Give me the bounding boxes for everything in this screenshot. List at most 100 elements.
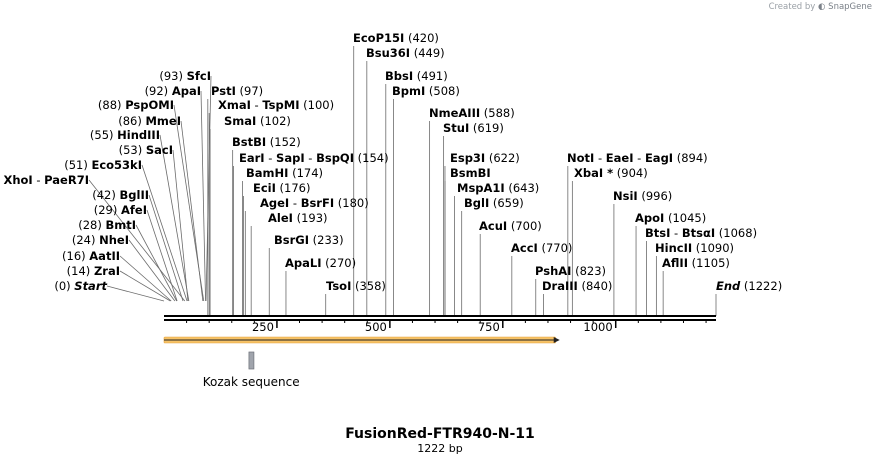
leader-line (205, 75, 212, 302)
enzyme-name: PspOMI (125, 98, 174, 112)
enzyme-name: SfcI (187, 69, 211, 83)
site-position: (508) (425, 84, 460, 98)
site-label: PstI (97) (211, 84, 263, 98)
site-position: (840) (578, 279, 613, 293)
feature-label: Kozak sequence (203, 375, 300, 389)
site-position: (700) (507, 219, 542, 233)
enzyme-name: BglII (120, 188, 150, 202)
site-position: (270) (322, 256, 357, 270)
site-label: End (1222) (716, 279, 782, 293)
site-position: (622) (485, 151, 520, 165)
site-label: NotI - EaeI - EagI (894) (567, 151, 708, 165)
site-label: NmeAIII (588) (429, 106, 515, 120)
site-label: PshAI (823) (535, 264, 606, 278)
leader-line (119, 270, 171, 302)
site-position: (0) (54, 279, 74, 293)
site-label: (28) BmtI (78, 218, 136, 232)
site-position: (55) (90, 128, 117, 142)
tick-label: 750 (478, 320, 500, 334)
enzyme-name: NotI (567, 151, 594, 165)
site-position: (29) (94, 203, 121, 217)
site-position: (93) (159, 69, 186, 83)
enzyme-name: End (716, 279, 741, 293)
enzyme-name: TspMI (262, 98, 299, 112)
leader-line (141, 164, 188, 302)
site-label: BsmBI (450, 166, 491, 180)
site-position: (420) (404, 31, 439, 45)
enzyme-name: BamHI (246, 166, 288, 180)
site-label: SmaI (102) (224, 114, 291, 128)
site-position: (97) (236, 84, 263, 98)
enzyme-name: Bsu36I (366, 46, 410, 60)
enzyme-name: AgeI (260, 196, 289, 210)
enzyme-name: TsoI (326, 279, 351, 293)
site-position: (904) (613, 166, 648, 180)
site-position: (174) (288, 166, 323, 180)
site-label: Bsu36I (449) (366, 46, 445, 60)
enzyme-name: EaeI (606, 151, 634, 165)
site-label: (16) AatII (62, 249, 120, 263)
site-label: EciI (176) (253, 181, 311, 195)
enzyme-name: ApaI (172, 84, 201, 98)
enzyme-name: DraIII (542, 279, 578, 293)
site-label: Esp3I (622) (450, 151, 520, 165)
separator: - (670, 226, 681, 240)
kozak-feature-box[interactable] (248, 351, 255, 370)
enzyme-name: XmaI (218, 98, 251, 112)
enzyme-name: BtsI (645, 226, 670, 240)
separator: - (633, 151, 644, 165)
enzyme-name: BbsI (385, 69, 413, 83)
enzyme-name: BsmBI (450, 166, 491, 180)
enzyme-name: MspA1I (457, 181, 505, 195)
site-label: AgeI - BsrFI (180) (260, 196, 369, 210)
credit-prefix: Created by (768, 2, 816, 12)
enzyme-name: BtsαI (682, 226, 715, 240)
site-position: (233) (309, 233, 344, 247)
site-label: EarI - SapI - BspQI (154) (239, 151, 389, 165)
site-position: (28) (78, 218, 105, 232)
enzyme-name: EarI (239, 151, 265, 165)
enzyme-name: BglI (464, 196, 489, 210)
tick-label: 1000 (583, 320, 612, 334)
site-position: (24) (72, 233, 99, 247)
site-position: (92) (145, 84, 172, 98)
leader-line (119, 255, 172, 302)
site-label: XbaI * (904) (574, 166, 648, 180)
enzyme-name: MmeI (145, 114, 181, 128)
site-label: (42) BglII (92, 188, 149, 202)
site-position: (102) (256, 114, 291, 128)
site-label: (0) Start (54, 279, 107, 293)
site-position: (588) (480, 106, 515, 120)
site-label: BtsI - BtsαI (1068) (645, 226, 757, 240)
site-label: (14) ZraI (67, 264, 120, 278)
separator: - (305, 151, 316, 165)
leader-line (146, 209, 178, 302)
enzyme-name: NsiI (613, 189, 638, 203)
site-leader-lines (88, 46, 717, 316)
feature-track: Kozak sequence (163, 336, 560, 389)
site-label: (53) SacI (119, 143, 173, 157)
enzyme-name: NmeAIII (429, 106, 480, 120)
leader-line (88, 179, 186, 302)
enzyme-name: Eco53kI (91, 158, 142, 172)
leader-line (159, 134, 190, 302)
site-position: (659) (489, 196, 524, 210)
enzyme-name: Start (74, 279, 107, 293)
site-position: (193) (293, 211, 328, 225)
site-position: (1068) (715, 226, 757, 240)
site-label: AccI (770) (511, 241, 572, 255)
site-label: EcoP15I (420) (353, 31, 439, 45)
tick-label: 250 (252, 320, 274, 334)
separator: - (33, 173, 44, 187)
enzyme-name: PstI (211, 84, 236, 98)
enzyme-name: BsrGI (274, 233, 309, 247)
snapgene-credit: Created by ◐ SnapGene (769, 2, 872, 12)
site-label: BamHI (174) (246, 166, 323, 180)
site-position: (88) (98, 98, 125, 112)
enzyme-name: AcuI (479, 219, 507, 233)
enzyme-name: EciI (253, 181, 276, 195)
enzyme-name: NheI (99, 233, 129, 247)
site-position: (152) (266, 135, 301, 149)
enzyme-name: SmaI (224, 114, 256, 128)
site-position: (1222) (740, 279, 782, 293)
